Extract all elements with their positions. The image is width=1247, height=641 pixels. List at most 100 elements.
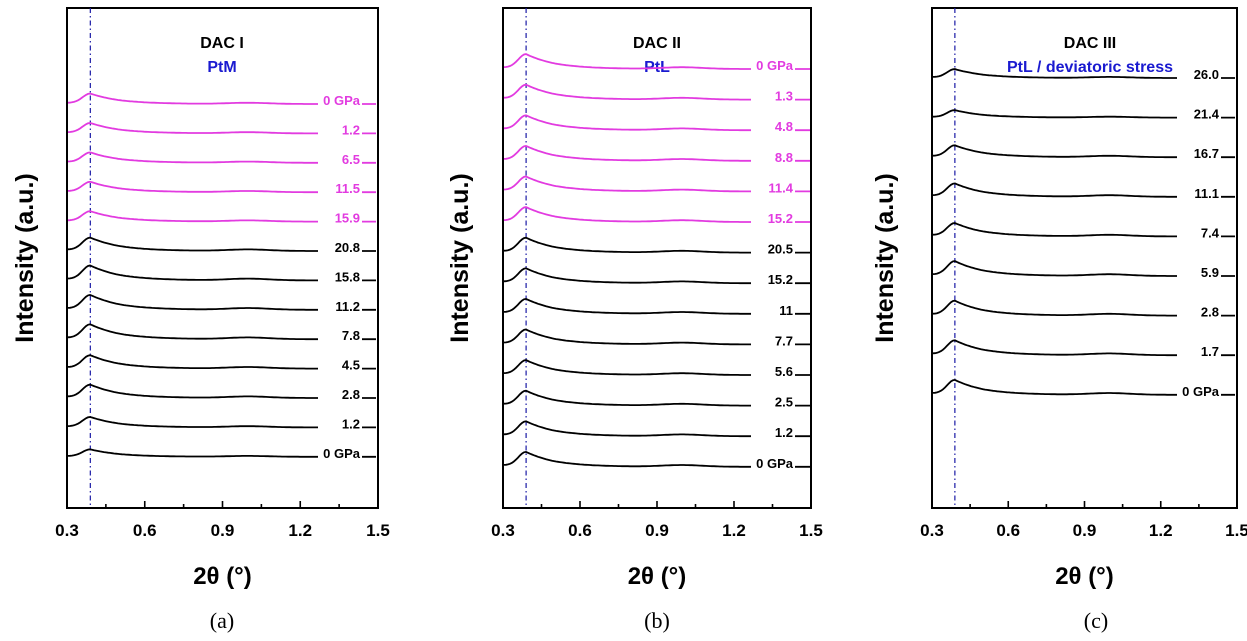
trace-label: 0 GPa	[323, 446, 361, 461]
trace-label-bg	[1177, 343, 1221, 360]
trace-label: 1.3	[775, 89, 793, 104]
trace-label: 20.8	[335, 240, 360, 255]
x-tick-label: 0.6	[568, 521, 592, 540]
panel-subtitle: PtL / deviatoric stress	[1007, 59, 1173, 76]
trace-label: 0 GPa	[756, 456, 794, 471]
trace-label: 7.7	[775, 333, 793, 348]
trace-label-bg	[318, 297, 362, 314]
trace-label: 16.7	[1194, 146, 1219, 161]
x-tick-label: 1.2	[722, 521, 746, 540]
x-tick-label: 1.5	[366, 521, 390, 540]
trace-label: 11.4	[768, 180, 793, 195]
trace-label-bg	[1177, 184, 1221, 201]
panel-caption: (b)	[644, 608, 670, 633]
trace-label-bg	[751, 424, 795, 441]
plot-frame	[66, 7, 379, 509]
trace-label-bg	[751, 118, 795, 135]
trace-label-bg	[318, 415, 362, 432]
trace-label: 1.2	[342, 416, 360, 431]
trace-label: 1.2	[342, 122, 360, 137]
trace-label-bg	[318, 180, 362, 197]
trace-label-bg	[318, 150, 362, 167]
trace-label-bg	[751, 454, 795, 471]
trace-label-bg	[751, 210, 795, 226]
trace-label: 2.5	[775, 395, 793, 410]
x-tick-label: 0.3	[55, 521, 79, 540]
plot-frame	[931, 7, 1238, 509]
trace-label: 11.1	[1194, 186, 1219, 201]
panel-title: DAC I	[200, 35, 244, 52]
trace-label-bg	[318, 356, 362, 373]
trace-label: 2.8	[1201, 305, 1219, 320]
trace-label-bg	[318, 92, 362, 108]
trace-label: 0 GPa	[1182, 384, 1220, 399]
x-tick-label: 1.2	[1149, 521, 1173, 540]
trace-label-bg	[318, 209, 362, 226]
panel-title: DAC II	[633, 35, 681, 52]
x-tick-label: 0.3	[920, 521, 944, 540]
trace-label: 0 GPa	[323, 93, 361, 108]
x-tick-label: 1.5	[1225, 521, 1247, 540]
panel-caption: (c)	[1084, 608, 1108, 633]
trace-label: 15.2	[768, 211, 793, 226]
trace-label: 7.8	[342, 328, 360, 343]
trace-label: 5.6	[775, 364, 793, 379]
trace-label-bg	[751, 87, 795, 104]
trace-label-bg	[318, 386, 362, 402]
trace-label-bg	[751, 393, 795, 410]
trace-label: 4.8	[775, 119, 793, 134]
trace-label-bg	[751, 179, 795, 196]
trace-label: 11	[779, 303, 793, 318]
trace-label: 20.5	[768, 242, 793, 257]
x-tick-label: 0.9	[645, 521, 669, 540]
y-axis-label: Intensity (a.u.)	[871, 173, 899, 342]
trace-label-bg	[1177, 66, 1221, 82]
trace-label: 5.9	[1201, 265, 1219, 280]
trace-label-bg	[318, 268, 362, 285]
trace-label-bg	[1177, 382, 1221, 399]
trace-label-bg	[751, 363, 795, 379]
y-axis-label: Intensity (a.u.)	[11, 173, 39, 342]
trace-label: 0 GPa	[756, 58, 794, 73]
panel-subtitle: PtM	[207, 59, 236, 76]
trace-label: 8.8	[775, 150, 793, 165]
x-tick-label: 0.6	[996, 521, 1020, 540]
trace-label: 7.4	[1201, 225, 1220, 240]
trace-label: 15.2	[768, 272, 793, 287]
trace-label-bg	[751, 148, 795, 165]
x-tick-label: 0.3	[491, 521, 515, 540]
trace-label-bg	[751, 332, 795, 349]
trace-label-bg	[318, 121, 362, 138]
trace-label: 15.8	[335, 269, 360, 284]
panel-title: DAC III	[1064, 35, 1116, 52]
trace-label-bg	[1177, 105, 1221, 122]
x-axis-label: 2θ (°)	[1055, 563, 1114, 590]
trace-label: 15.9	[335, 211, 360, 226]
trace-label-bg	[751, 271, 795, 288]
trace-label: 1.7	[1201, 344, 1219, 359]
trace-label: 26.0	[1194, 67, 1219, 82]
trace-label-bg	[1177, 145, 1221, 162]
trace-label-bg	[318, 239, 362, 255]
trace-label-bg	[318, 327, 362, 344]
trace-label-bg	[751, 57, 795, 73]
trace-label-bg	[318, 444, 362, 461]
x-axis-label: 2θ (°)	[193, 563, 252, 590]
x-tick-label: 1.2	[288, 521, 312, 540]
trace-label: 11.2	[335, 299, 360, 314]
panel-caption: (a)	[210, 608, 234, 633]
y-axis-label: Intensity (a.u.)	[446, 173, 474, 342]
trace-label: 1.2	[775, 425, 793, 440]
x-tick-label: 0.9	[1073, 521, 1097, 540]
trace-label: 6.5	[342, 152, 360, 167]
trace-label-bg	[751, 301, 795, 318]
trace-label: 2.8	[342, 387, 360, 402]
trace-label-bg	[751, 240, 795, 257]
x-tick-label: 0.6	[133, 521, 157, 540]
x-axis-label: 2θ (°)	[628, 563, 687, 590]
trace-label-bg	[1177, 264, 1221, 280]
trace-label: 21.4	[1194, 107, 1220, 122]
trace-label: 11.5	[335, 181, 360, 196]
x-tick-label: 1.5	[799, 521, 823, 540]
